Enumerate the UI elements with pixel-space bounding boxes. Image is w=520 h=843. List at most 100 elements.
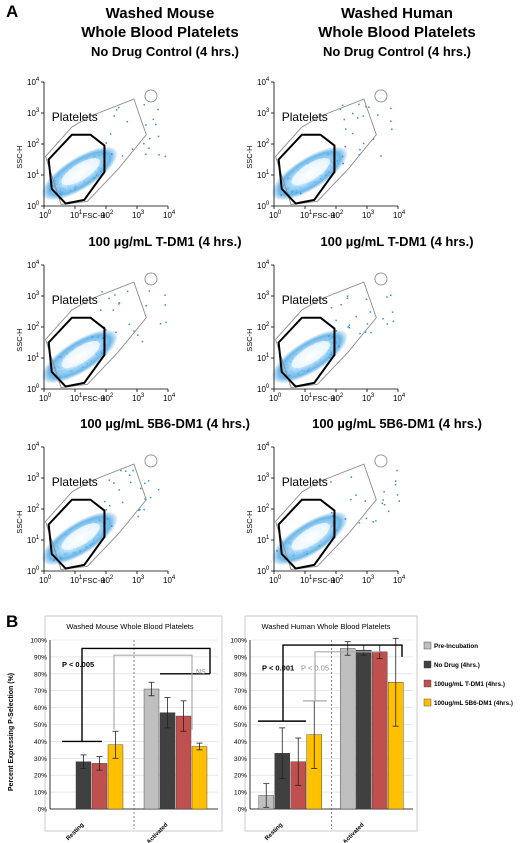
ns-bracket (113, 654, 193, 730)
outlier-dot (341, 155, 344, 158)
x-tick-base: 10 (101, 394, 110, 403)
y-tick-exp: 2 (36, 504, 40, 510)
outlier-dot (139, 509, 141, 511)
y-tick-label: 101 (27, 535, 40, 545)
x-tick-label: 103 (132, 393, 145, 403)
dot-plot-0: 100100101101102102103103104104FSC-HSSC-H… (15, 77, 176, 220)
debris-circle (374, 89, 388, 103)
outlier-dot (105, 509, 108, 511)
y-tick-base: 10 (27, 140, 36, 149)
legend-swatch (423, 698, 432, 707)
y-tick-label: 80% (34, 671, 47, 678)
p-value-label: P < 0.001 (262, 663, 294, 672)
plot-title-human-tdm1: 100 µg/mL T-DM1 (4 hrs.) (320, 234, 474, 249)
y-tick-exp: 2 (36, 322, 40, 328)
dot-plot-4: 100100101101102102103103104104FSC-HSSC-H… (15, 442, 176, 585)
x-tick-exp: 4 (402, 393, 406, 399)
x-tick-label: 103 (362, 575, 375, 585)
outlier-dot (138, 509, 140, 511)
x-axis-label: FSC-H (313, 211, 336, 220)
y-tick-exp: 4 (266, 442, 270, 448)
x-tick-exp: 0 (48, 210, 52, 216)
outlier-dot (368, 106, 370, 108)
x-axis-label: FSC-H (83, 211, 106, 220)
dot-plot-1: 100100101101102102103103104104FSC-HSSC-H… (245, 77, 406, 220)
y-tick-base: 10 (257, 505, 266, 514)
y-tick-base: 10 (257, 261, 266, 270)
bar (372, 651, 388, 810)
x-tick-base: 10 (393, 394, 402, 403)
outlier-dot (101, 291, 103, 293)
x-tick-label: 101 (70, 210, 83, 220)
y-tick-exp: 0 (266, 201, 270, 207)
plot-title-mouse-control: No Drug Control (4 hrs.) (90, 44, 240, 59)
legend-swatch (423, 679, 432, 688)
y-tick-label: 102 (27, 322, 40, 332)
x-tick-label: 104 (393, 575, 406, 585)
x-tick-exp: 3 (141, 575, 145, 581)
platelet-event-cluster (41, 290, 167, 384)
x-tick-label: 100 (269, 210, 282, 220)
outlier-dot (143, 142, 145, 145)
x-tick-base: 10 (39, 211, 48, 220)
y-tick-exp: 0 (266, 384, 270, 390)
outlier-dot (364, 500, 366, 502)
y-tick-exp: 4 (36, 77, 40, 83)
y-tick-label: 103 (27, 473, 40, 483)
category-label: Resting (264, 822, 284, 842)
plot-title-mouse-tdm1: 100 µg/mL T-DM1 (4 hrs.) (88, 234, 242, 249)
x-tick-base: 10 (132, 394, 141, 403)
y-tick-label: 100 (257, 384, 270, 394)
debris-circle (144, 272, 158, 286)
y-tick-label: 100 (27, 384, 40, 394)
outlier-dot (159, 323, 162, 325)
outlier-dot (346, 297, 349, 299)
outlier-dot (120, 469, 122, 472)
x-tick-label: 100 (39, 575, 52, 585)
outlier-dot (133, 330, 135, 332)
y-tick-label: 102 (257, 139, 270, 149)
outlier-dot (365, 517, 368, 520)
y-tick-label: 103 (27, 291, 40, 301)
x-tick-exp: 3 (371, 393, 375, 399)
y-tick-label: 102 (257, 322, 270, 332)
y-tick-exp: 3 (266, 108, 270, 114)
platelet-event-cluster (271, 469, 400, 566)
event-density-core (61, 158, 100, 186)
y-tick-base: 10 (27, 292, 36, 301)
outlier-dot (113, 482, 115, 484)
outlier-dot (380, 155, 382, 157)
outlier-dot (330, 306, 333, 309)
y-tick-exp: 3 (36, 473, 40, 479)
y-tick-base: 10 (27, 109, 36, 118)
y-axis-label: SSC-H (245, 145, 254, 168)
outlier-dot (131, 148, 134, 150)
x-tick-base: 10 (362, 576, 371, 585)
human-title-line2: Whole Blood Platelets (318, 24, 476, 41)
outlier-dot (339, 108, 342, 111)
outlier-dot (352, 112, 354, 115)
debris-circle (374, 454, 388, 468)
y-tick-exp: 1 (36, 353, 40, 359)
x-tick-label: 104 (393, 210, 406, 220)
outlier-dot (144, 482, 146, 485)
y-tick-label: 104 (257, 77, 270, 87)
x-tick-label: 103 (362, 210, 375, 220)
x-tick-exp: 2 (110, 393, 114, 399)
y-tick-label: 30% (234, 756, 247, 763)
outlier-dot (341, 104, 344, 107)
bar (340, 648, 356, 810)
ns-label: NS (196, 669, 206, 676)
y-axis-label: SSC-H (15, 328, 24, 351)
chart-frame (244, 615, 418, 832)
outlier-dot (382, 499, 384, 501)
x-tick-exp: 0 (278, 575, 282, 581)
outlier-dot (347, 326, 349, 328)
outlier-dot (109, 504, 111, 507)
outlier-dot (358, 103, 360, 106)
x-tick-exp: 4 (172, 575, 176, 581)
event-density-core (61, 341, 100, 369)
y-tick-base: 10 (27, 505, 36, 514)
dot-plot-5: 100100101101102102103103104104FSC-HSSC-H… (245, 442, 406, 585)
outlier-dot (365, 105, 367, 108)
